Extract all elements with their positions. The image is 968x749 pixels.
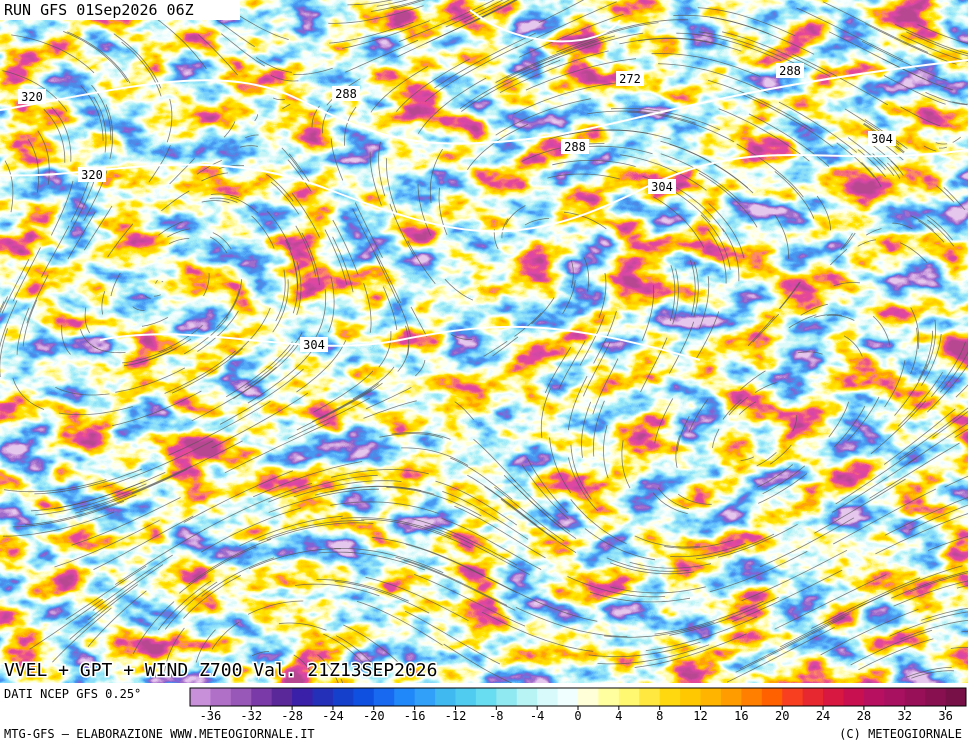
colorbar-tick-label: -8 <box>489 709 503 723</box>
colorbar-swatch <box>333 688 354 706</box>
colorbar-swatch <box>843 688 864 706</box>
colorbar-tick-label: -28 <box>281 709 303 723</box>
colorbar-swatch <box>619 688 640 706</box>
colorbar-swatch <box>415 688 436 706</box>
contour-label: 304 <box>303 338 325 352</box>
colorbar-swatch <box>639 688 660 706</box>
contour-label: 304 <box>651 180 673 194</box>
colorbar-tick-label: 24 <box>816 709 830 723</box>
colorbar-tick-label: -32 <box>240 709 262 723</box>
contour-label: 320 <box>81 168 103 182</box>
colorbar-swatch <box>782 688 803 706</box>
vvel-field <box>0 0 968 683</box>
colorbar-tick-label: -16 <box>404 709 426 723</box>
colorbar-swatch <box>353 688 374 706</box>
colorbar-swatch <box>231 688 252 706</box>
colorbar-swatch <box>292 688 313 706</box>
colorbar-swatch <box>190 688 211 706</box>
contour-label: 320 <box>21 90 43 104</box>
colorbar-tick-label: 32 <box>898 709 912 723</box>
colorbar-swatch <box>721 688 742 706</box>
colorbar-swatch <box>537 688 558 706</box>
colorbar-swatch <box>660 688 681 706</box>
colorbar-swatch <box>884 688 905 706</box>
colorbar-swatch <box>394 688 415 706</box>
map-title: VVEL + GPT + WIND Z700 Val. 21Z13SEP2026 <box>4 660 437 681</box>
colorbar-swatch <box>476 688 497 706</box>
colorbar-swatch <box>272 688 293 706</box>
contour-label: 288 <box>335 87 357 101</box>
colorbar-swatch <box>598 688 619 706</box>
colorbar-tick-label: 4 <box>615 709 622 723</box>
colorbar-swatch <box>496 688 517 706</box>
colorbar-swatch <box>946 688 967 706</box>
colorbar-swatch <box>741 688 762 706</box>
colorbar-swatch <box>455 688 476 706</box>
colorbar-tick-label: 16 <box>734 709 748 723</box>
colorbar-tick-label: 0 <box>574 709 581 723</box>
colorbar-swatch <box>925 688 946 706</box>
colorbar-swatch <box>823 688 844 706</box>
colorbar-swatch <box>680 688 701 706</box>
contour-label: 304 <box>871 132 893 146</box>
colorbar-tick-label: 8 <box>656 709 663 723</box>
colorbar-tick-label: -4 <box>530 709 544 723</box>
colorbar-swatch <box>435 688 456 706</box>
streamline <box>162 281 163 282</box>
colorbar-swatch <box>578 688 599 706</box>
colorbar-tick-label: 20 <box>775 709 789 723</box>
colorbar-swatch <box>374 688 395 706</box>
run-title: RUN GFS 01Sep2026 06Z <box>4 1 194 19</box>
colorbar-tick-label: -20 <box>363 709 385 723</box>
colorbar-tick-label: -36 <box>200 709 222 723</box>
contour-label: 288 <box>564 140 586 154</box>
colorbar-swatch <box>762 688 783 706</box>
colorbar-swatch <box>210 688 231 706</box>
colorbar-swatch <box>313 688 334 706</box>
contour-label: 288 <box>779 64 801 78</box>
copyright: (C) METEOGIORNALE <box>839 727 962 741</box>
source-label: DATI NCEP GFS 0.25° <box>4 687 141 701</box>
credit: MTG-GFS — ELABORAZIONE WWW.METEOGIORNALE… <box>4 727 315 741</box>
colorbar-swatch <box>803 688 824 706</box>
colorbar-swatch <box>517 688 538 706</box>
colorbar-swatch <box>251 688 272 706</box>
colorbar-tick-label: 12 <box>693 709 707 723</box>
colorbar-tick-label: -24 <box>322 709 344 723</box>
colorbar-tick-label: 36 <box>938 709 952 723</box>
colorbar-tick-label: 28 <box>857 709 871 723</box>
colorbar-tick-label: -12 <box>445 709 467 723</box>
contour-label: 272 <box>619 72 641 86</box>
colorbar-swatch <box>701 688 722 706</box>
colorbar-swatch <box>558 688 579 706</box>
colorbar-swatch <box>864 688 885 706</box>
colorbar-swatch <box>905 688 926 706</box>
